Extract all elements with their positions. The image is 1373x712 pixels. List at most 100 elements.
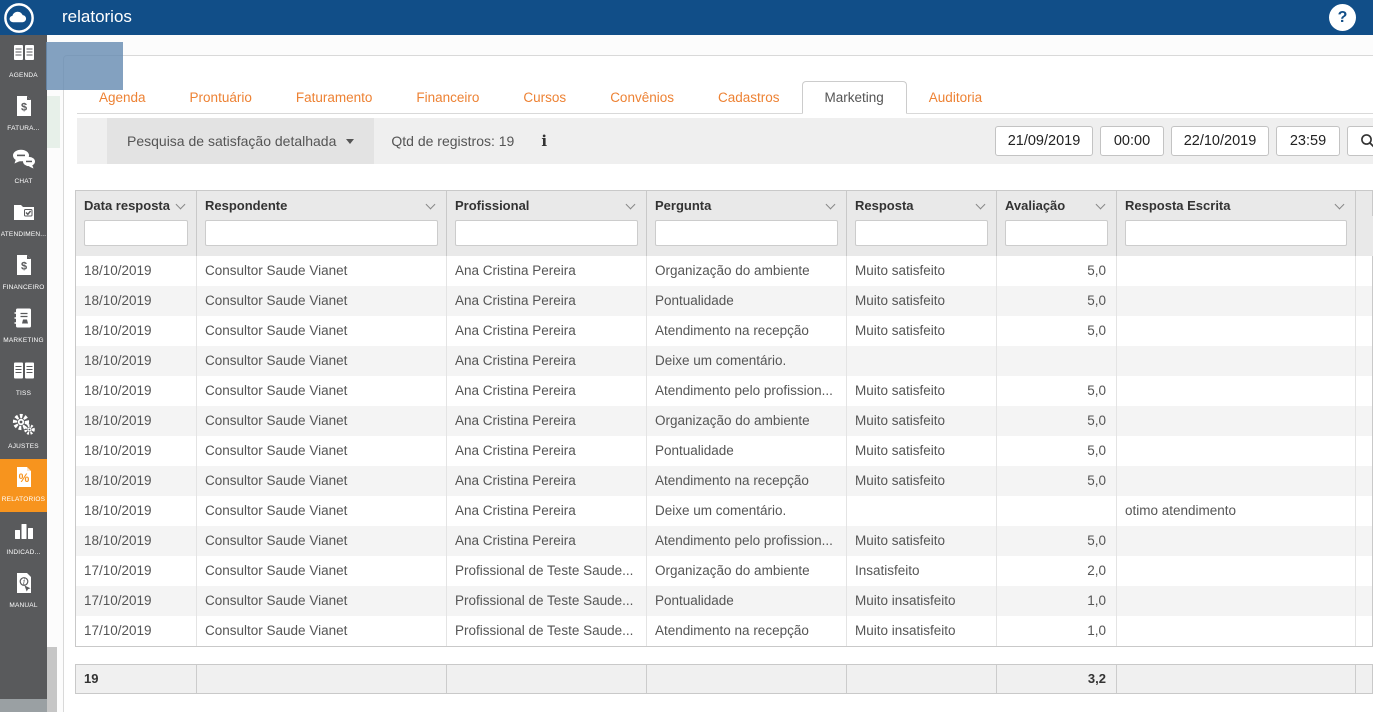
table-cell: Atendimento na recepção <box>647 616 847 646</box>
table-row[interactable]: 18/10/2019 Consultor Saude Vianet Ana Cris… <box>76 376 1372 406</box>
column-header-label: Pergunta <box>655 198 712 213</box>
table-cell-spacer <box>1356 526 1373 556</box>
table-cell: Ana Cristina Pereira <box>447 376 647 406</box>
column-filter-input[interactable] <box>455 220 638 246</box>
sidebar-item-relatórios[interactable]: % RELATÓRIOS <box>0 459 47 512</box>
sidebar-item-indicad[interactable]: INDICAD... <box>0 512 47 565</box>
table-cell-spacer <box>1356 346 1373 376</box>
tab-agenda[interactable]: Agenda <box>99 90 146 105</box>
table-row[interactable]: 18/10/2019 Consultor Saude Vianet Ana Cris… <box>76 436 1372 466</box>
tab-cadastros[interactable]: Cadastros <box>717 90 780 105</box>
tab-marketing[interactable]: Marketing <box>801 81 907 114</box>
table-cell: Consultor Saude Vianet <box>197 436 447 466</box>
table-row[interactable]: 18/10/2019 Consultor Saude Vianet Ana Cris… <box>76 496 1372 526</box>
table-header-row: Data resposta Respondente Profissional Perg… <box>76 191 1372 216</box>
table-cell: Pontualidade <box>647 286 847 316</box>
column-filter-input[interactable] <box>205 220 438 246</box>
column-filter-cell <box>847 216 997 256</box>
chevron-down-icon[interactable] <box>825 199 836 210</box>
column-filter-cell <box>647 216 847 256</box>
table-cell: Muito satisfeito <box>847 376 997 406</box>
table-row[interactable]: 18/10/2019 Consultor Saude Vianet Ana Cris… <box>76 286 1372 316</box>
table-cell: 18/10/2019 <box>76 256 197 286</box>
vertical-scrollbar[interactable] <box>47 647 57 712</box>
sidebar-item-label: RELATÓRIOS <box>1 496 46 503</box>
table-cell: Deixe um comentário. <box>647 346 847 376</box>
chevron-down-icon[interactable] <box>425 199 436 210</box>
tab-cursos[interactable]: Cursos <box>523 90 567 105</box>
help-button[interactable]: ? <box>1329 4 1356 31</box>
table-cell-spacer <box>1356 586 1373 616</box>
tab-financeiro[interactable]: Financeiro <box>416 90 480 105</box>
footer-total-count: 19 <box>76 665 197 693</box>
table-row[interactable]: 18/10/2019 Consultor Saude Vianet Ana Cris… <box>76 466 1372 496</box>
search-button[interactable] <box>1347 126 1373 156</box>
time-to-input[interactable] <box>1276 126 1340 156</box>
chevron-down-icon[interactable] <box>1095 199 1106 210</box>
tab-auditoria[interactable]: Auditoria <box>928 90 983 105</box>
column-header-resposta-escrita[interactable]: Resposta Escrita <box>1117 191 1356 216</box>
column-header-respondente[interactable]: Respondente <box>197 191 447 216</box>
info-icon[interactable]: i <box>541 132 548 150</box>
column-header-pergunta[interactable]: Pergunta <box>647 191 847 216</box>
table-row[interactable]: 18/10/2019 Consultor Saude Vianet Ana Cris… <box>76 346 1372 376</box>
chevron-down-icon[interactable] <box>625 199 636 210</box>
tab-convênios[interactable]: Convênios <box>610 90 674 105</box>
column-filter-input[interactable] <box>84 220 188 246</box>
time-from-input[interactable] <box>1100 126 1164 156</box>
table-cell: Deixe um comentário. <box>647 496 847 526</box>
report-toolbar: Pesquisa de satisfação detalhada Qtd de … <box>77 118 1373 164</box>
table-cell <box>1117 406 1356 436</box>
date-from-input[interactable] <box>995 126 1093 156</box>
column-header-avaliação[interactable]: Avaliação <box>997 191 1117 216</box>
table-row[interactable]: 17/10/2019 Consultor Saude Vianet Profissi… <box>76 616 1372 646</box>
table-cell: Muito satisfeito <box>847 466 997 496</box>
table-row[interactable]: 18/10/2019 Consultor Saude Vianet Ana Cris… <box>76 316 1372 346</box>
table-cell: 5,0 <box>997 466 1117 496</box>
survey-results-table: Data resposta Respondente Profissional Perg… <box>75 190 1373 647</box>
table-row[interactable]: 17/10/2019 Consultor Saude Vianet Profissi… <box>76 556 1372 586</box>
sidebar-item-ajustes[interactable]: AJUSTES <box>0 406 47 459</box>
chevron-down-icon[interactable] <box>975 199 986 210</box>
column-header-resposta[interactable]: Resposta <box>847 191 997 216</box>
column-filter-input[interactable] <box>655 220 838 246</box>
tab-faturamento[interactable]: Faturamento <box>295 90 373 105</box>
column-filter-cell <box>197 216 447 256</box>
sidebar-item-agenda[interactable]: AGENDA <box>0 35 47 88</box>
table-row[interactable]: 18/10/2019 Consultor Saude Vianet Ana Cris… <box>76 526 1372 556</box>
table-cell: 18/10/2019 <box>76 286 197 316</box>
report-selector-dropdown[interactable]: Pesquisa de satisfação detalhada <box>107 118 375 164</box>
chevron-down-icon[interactable] <box>175 199 186 210</box>
column-filter-input[interactable] <box>1125 220 1347 246</box>
table-cell: Ana Cristina Pereira <box>447 466 647 496</box>
chevron-down-icon[interactable] <box>1334 199 1345 210</box>
table-row[interactable]: 17/10/2019 Consultor Saude Vianet Profissi… <box>76 586 1372 616</box>
column-filter-input[interactable] <box>855 220 988 246</box>
table-cell: Consultor Saude Vianet <box>197 466 447 496</box>
sidebar-item-label: FATURA... <box>7 125 40 132</box>
table-cell: Profissional de Teste Saude... <box>447 616 647 646</box>
column-header-profissional[interactable]: Profissional <box>447 191 647 216</box>
column-filter-input[interactable] <box>1005 220 1108 246</box>
table-row[interactable]: 18/10/2019 Consultor Saude Vianet Ana Cris… <box>76 406 1372 436</box>
sidebar-item-tiss[interactable]: TISS <box>0 353 47 406</box>
date-to-input[interactable] <box>1171 126 1269 156</box>
sidebar-item-chat[interactable]: CHAT <box>0 141 47 194</box>
sidebar-item-marketing[interactable]: MARKETING <box>0 300 47 353</box>
table-cell: 5,0 <box>997 286 1117 316</box>
column-header-data-resposta[interactable]: Data resposta <box>76 191 197 216</box>
sidebar-item-manual[interactable]: i MANUAL <box>0 565 47 618</box>
sidebar-item-fatura[interactable]: $ FATURA... <box>0 88 47 141</box>
sidebar-item-atendimen[interactable]: ATENDIMEN... <box>0 194 47 247</box>
invoice-doc-icon: $ <box>12 94 36 123</box>
table-cell <box>1117 346 1356 376</box>
table-cell: Organização do ambiente <box>647 256 847 286</box>
sidebar-item-label: AGENDA <box>9 72 38 79</box>
tab-prontuário[interactable]: Prontuário <box>189 90 252 105</box>
table-row[interactable]: 18/10/2019 Consultor Saude Vianet Ana Cris… <box>76 256 1372 286</box>
table-cell-spacer <box>1356 556 1373 586</box>
table-cell: Profissional de Teste Saude... <box>447 586 647 616</box>
column-filter-cell <box>76 216 197 256</box>
table-cell: Atendimento pelo profission... <box>647 526 847 556</box>
sidebar-item-financeiro[interactable]: $ FINANCEIRO <box>0 247 47 300</box>
